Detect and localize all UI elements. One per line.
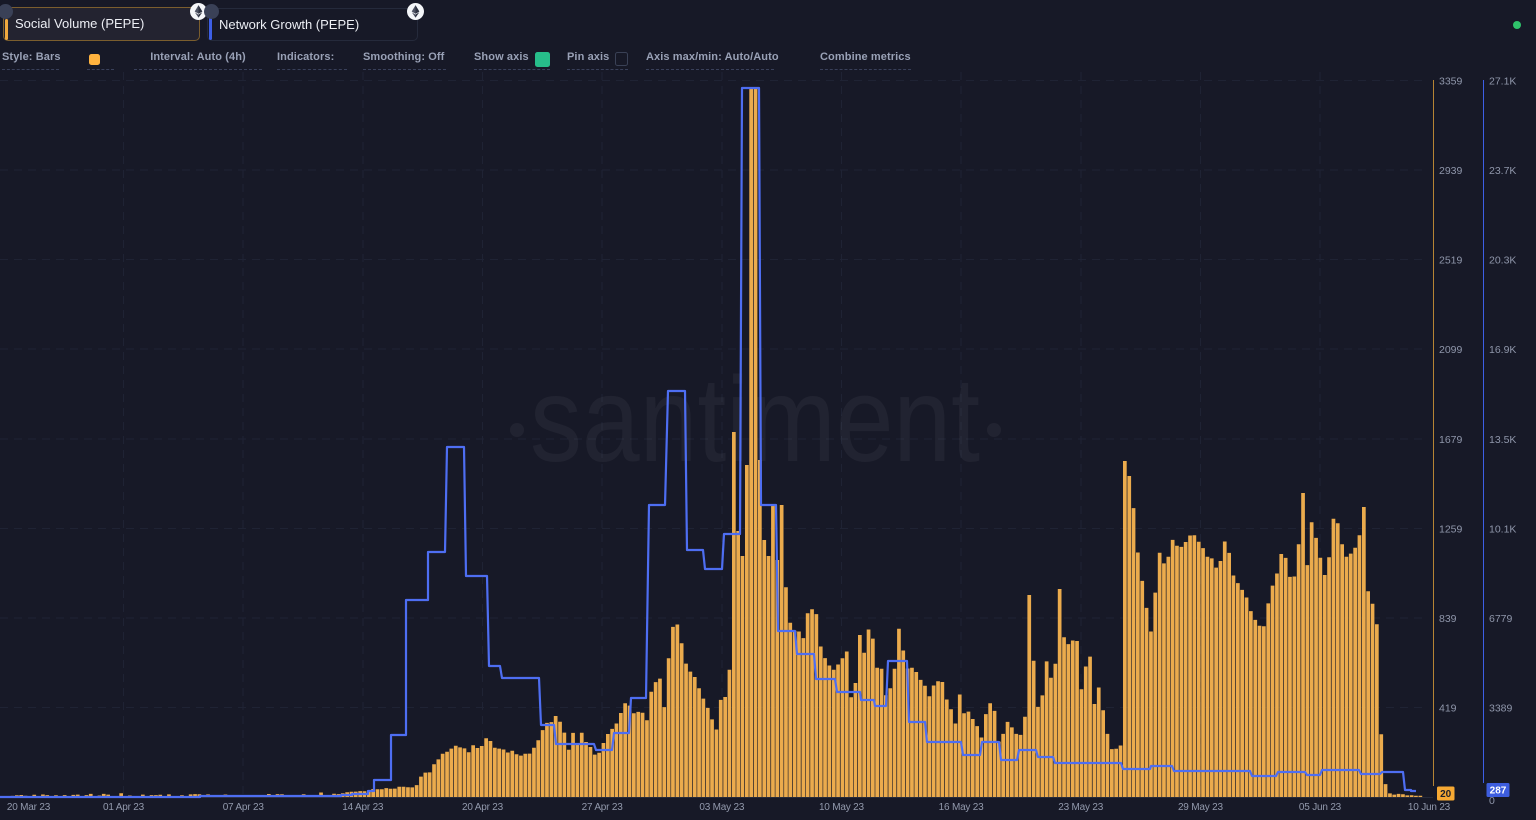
svg-text:10 May 23: 10 May 23 (819, 802, 865, 813)
svg-text:2939: 2939 (1439, 165, 1463, 177)
svg-text:419: 419 (1439, 703, 1457, 715)
svg-text:29 May 23: 29 May 23 (1178, 802, 1224, 813)
svg-text:23 May 23: 23 May 23 (1058, 802, 1104, 813)
svg-text:20 Apr 23: 20 Apr 23 (462, 802, 504, 813)
svg-text:839: 839 (1439, 613, 1457, 625)
svg-text:3389: 3389 (1489, 703, 1513, 715)
svg-text:07 Apr 23: 07 Apr 23 (223, 802, 265, 813)
svg-text:05 Jun 23: 05 Jun 23 (1299, 802, 1342, 813)
svg-text:20 Mar 23: 20 Mar 23 (7, 802, 51, 813)
svg-text:1679: 1679 (1439, 434, 1463, 446)
svg-text:16 May 23: 16 May 23 (939, 802, 985, 813)
svg-text:27 Apr 23: 27 Apr 23 (582, 802, 624, 813)
svg-text:13.5K: 13.5K (1489, 434, 1516, 446)
svg-text:1259: 1259 (1439, 523, 1463, 535)
svg-text:3359: 3359 (1439, 75, 1463, 87)
svg-text:287: 287 (1490, 786, 1507, 797)
svg-text:2519: 2519 (1439, 255, 1463, 267)
svg-text:03 May 23: 03 May 23 (699, 802, 745, 813)
svg-text:27.1K: 27.1K (1489, 75, 1516, 87)
svg-text:6779: 6779 (1489, 613, 1513, 625)
svg-text:0: 0 (1489, 795, 1495, 807)
svg-text:10 Jun 23: 10 Jun 23 (1408, 802, 1451, 813)
svg-text:16.9K: 16.9K (1489, 344, 1516, 356)
svg-text:20.3K: 20.3K (1489, 255, 1516, 267)
svg-text:14 Apr 23: 14 Apr 23 (342, 802, 384, 813)
svg-text:10.1K: 10.1K (1489, 523, 1516, 535)
svg-text:20: 20 (1440, 789, 1452, 800)
svg-text:2099: 2099 (1439, 344, 1463, 356)
svg-text:01 Apr 23: 01 Apr 23 (103, 802, 145, 813)
svg-text:23.7K: 23.7K (1489, 165, 1516, 177)
